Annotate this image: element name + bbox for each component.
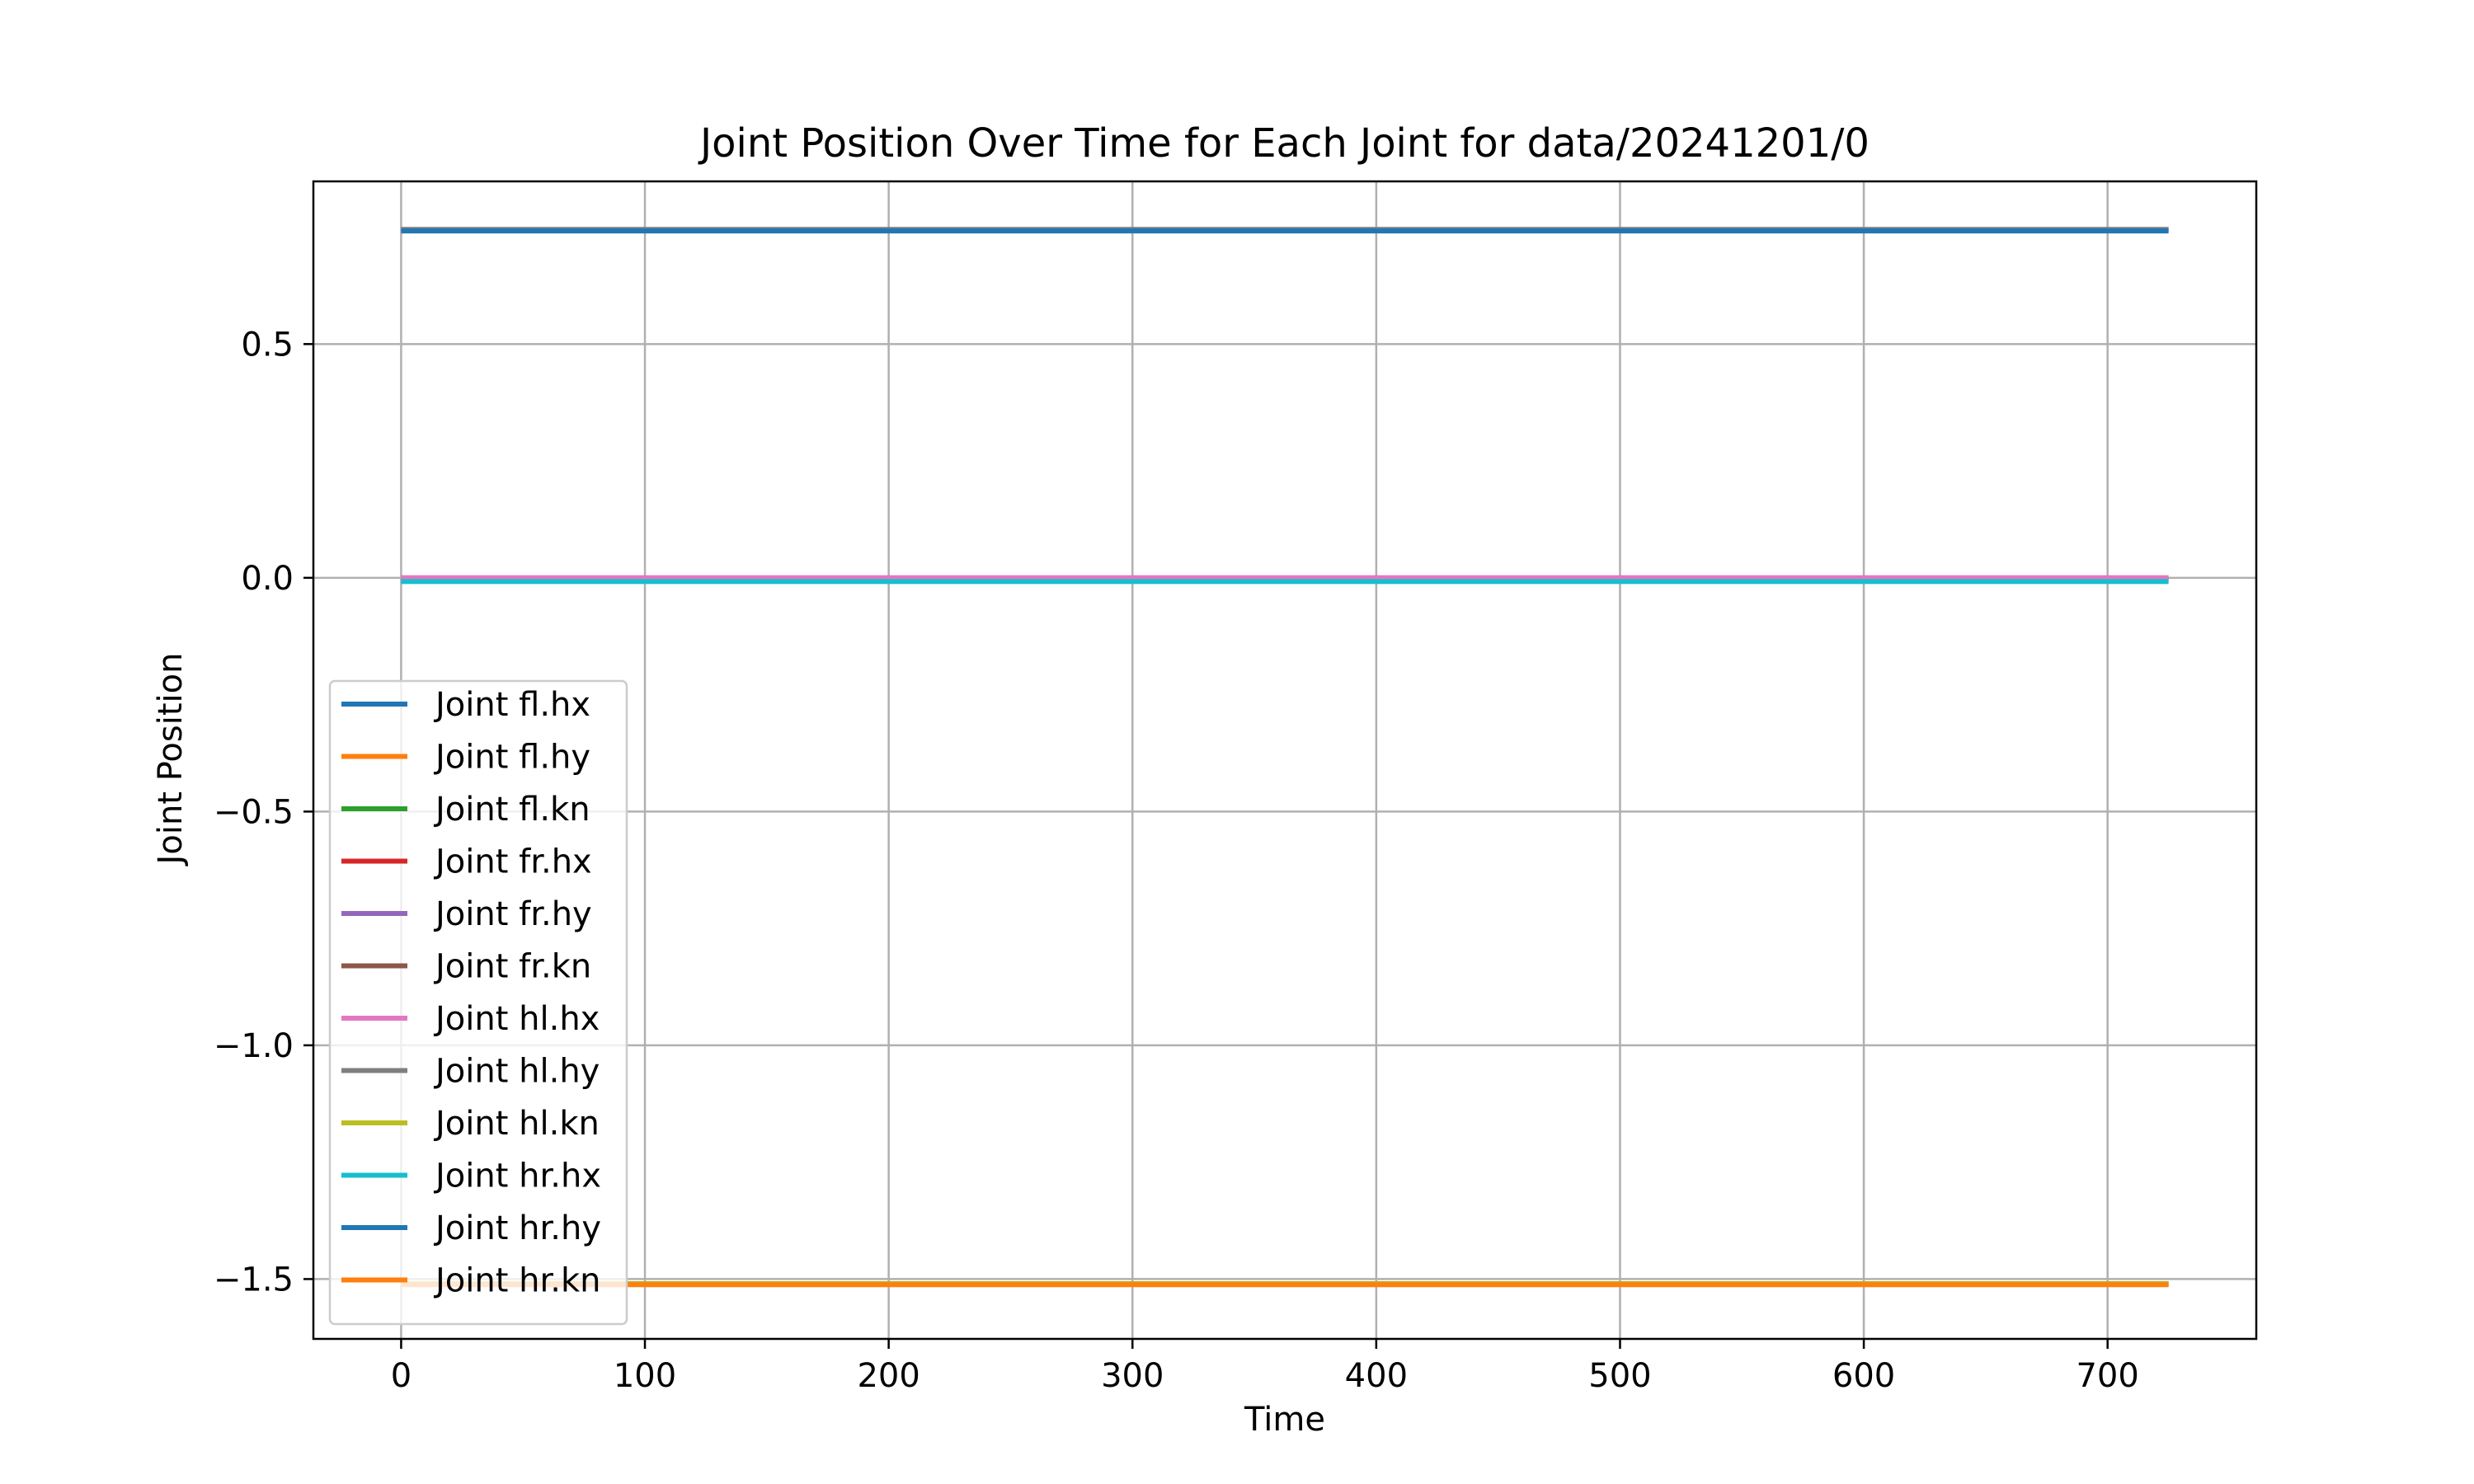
x-tick-label: 400 [1345,1357,1408,1395]
x-tick-label: 200 [857,1357,920,1395]
y-axis-label: Joint Position [152,653,190,867]
legend-label: Joint hl.hy [433,1053,600,1091]
y-axis-ticks: 0.5 0.0 −0.5 −1.0 −1.5 [214,326,313,1298]
x-tick-label: 600 [1832,1357,1895,1395]
x-tick-label: 100 [614,1357,676,1395]
y-tick-label: −0.5 [214,793,294,831]
legend-label: Joint hl.hx [433,1000,600,1038]
legend-label: Joint fl.hx [433,686,590,724]
series-lines [401,227,2169,1288]
legend-label: Joint hr.hx [433,1158,601,1195]
y-tick-label: −1.0 [214,1027,294,1065]
plot-frame [312,180,2258,1341]
legend-label: Joint fr.kn [433,948,591,986]
legend-label: Joint hr.hy [433,1209,601,1247]
legend-label: Joint hr.kn [433,1262,601,1300]
legend-label: Joint hl.kn [433,1105,600,1143]
legend: Joint fl.hx Joint fl.hy Joint fl.kn Joint f… [328,679,628,1326]
legend-label: Joint fr.hy [433,895,592,933]
x-axis-ticks: 0 100 200 300 400 500 600 700 [391,1339,2139,1395]
legend-box [328,679,628,1326]
x-tick-label: 300 [1101,1357,1164,1395]
y-tick-label: 0.5 [241,326,294,364]
y-tick-label: 0.0 [241,560,294,598]
legend-label: Joint fl.kn [433,791,590,829]
chart-title: Joint Position Over Time for Each Joint … [698,120,1870,167]
y-tick-label: −1.5 [214,1261,294,1298]
x-tick-label: 700 [2076,1357,2138,1395]
legend-label: Joint fl.hy [433,739,590,777]
x-tick-label: 500 [1588,1357,1651,1395]
x-axis-label: Time [1244,1401,1325,1439]
legend-label: Joint fr.hx [433,843,592,881]
x-tick-label: 0 [391,1357,412,1395]
